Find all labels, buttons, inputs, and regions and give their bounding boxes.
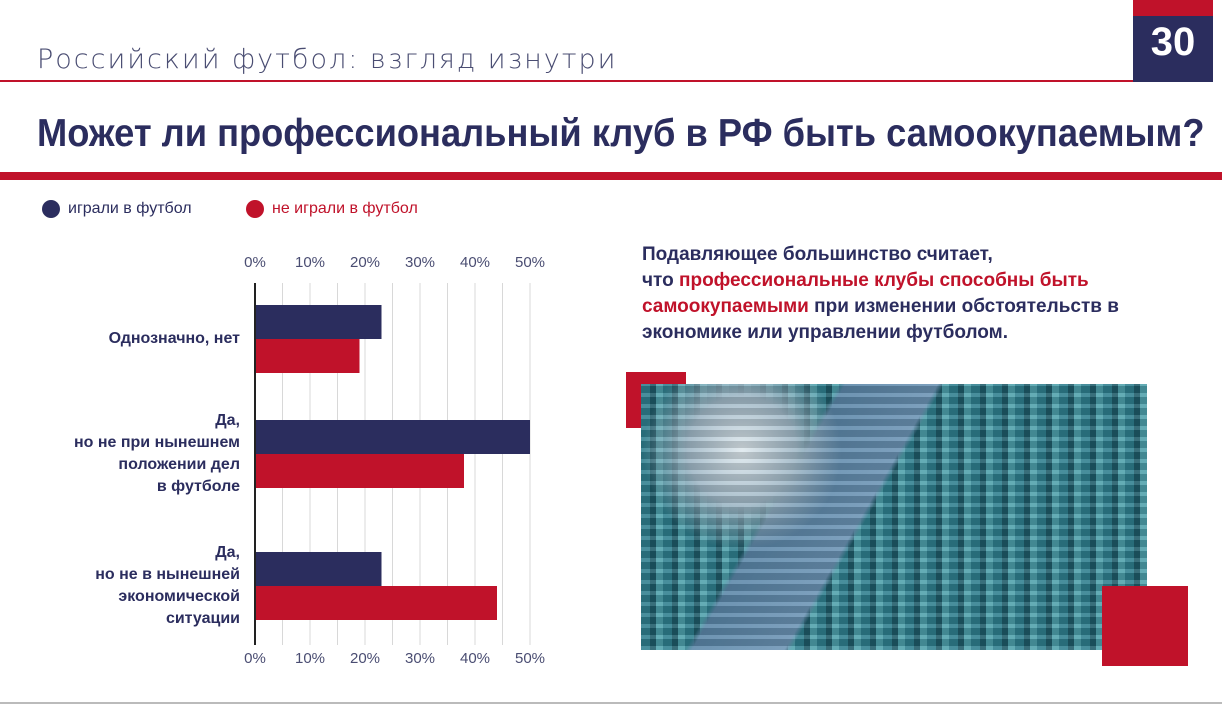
- summary-line1: Подавляющее большинство считает,: [642, 244, 993, 265]
- summary-part3: при изменении обстоятельств в экономике …: [642, 296, 1119, 343]
- page-number-box: 30: [1133, 0, 1213, 82]
- legend-dot-navy-icon: [42, 200, 60, 218]
- x-tick-label-bottom: 40%: [460, 650, 490, 667]
- bar-played: [255, 420, 530, 454]
- title-divider: [0, 172, 1222, 180]
- bar-not-played: [255, 339, 360, 373]
- legend-item-not-played: не играли в футбол: [246, 200, 418, 218]
- bar-chart: 0% 0% 10% 10% 20% 20% 30% 30% 40% 40% 50% 50%: [244, 254, 545, 667]
- category-label-line: в футболе: [156, 478, 240, 495]
- x-tick-label-bottom: 50%: [515, 650, 545, 667]
- page-number-accent: [1133, 0, 1213, 16]
- legend-label: не играли в футбол: [272, 200, 418, 217]
- category-label: Да, но не в нынешней экономической ситуации: [95, 542, 240, 630]
- decor-square: [1102, 586, 1188, 666]
- footer-divider: [0, 702, 1222, 704]
- summary-highlight: профессиональные клубы способны быть сам…: [642, 270, 1089, 317]
- category-label-line: Да,: [215, 544, 240, 561]
- summary-text: Подавляющее большинство считает, что про…: [642, 242, 1212, 346]
- x-tick-label-top: 40%: [460, 254, 490, 271]
- header-divider: [0, 80, 1133, 82]
- bar-not-played: [255, 454, 464, 488]
- category-label-line: но не при нынешнем: [73, 434, 240, 451]
- category-label: Однозначно, нет: [109, 328, 240, 350]
- x-tick-label-top: 0%: [244, 254, 266, 271]
- x-tick-label-top: 50%: [515, 254, 545, 271]
- bar-played: [255, 305, 382, 339]
- x-tick-label-bottom: 30%: [405, 650, 435, 667]
- category-label-line: но не в нынешней: [95, 566, 240, 583]
- x-tick-label-top: 30%: [405, 254, 435, 271]
- page-number: 30: [1150, 20, 1196, 64]
- category-label-line: ситуации: [165, 610, 240, 627]
- slide-title: Может ли профессиональный клуб в РФ быть…: [37, 112, 1205, 155]
- legend-dot-red-icon: [246, 200, 264, 218]
- bar-played: [255, 552, 382, 586]
- fans-photo: [641, 384, 1147, 650]
- category-label-line: положении дел: [118, 456, 240, 473]
- x-tick-label-top: 10%: [295, 254, 325, 271]
- bar-not-played: [255, 586, 497, 620]
- x-tick-label-bottom: 20%: [350, 650, 380, 667]
- x-tick-label-top: 20%: [350, 254, 380, 271]
- x-tick-label-bottom: 10%: [295, 650, 325, 667]
- category-label: Да, но не при нынешнем положении дел в футб…: [74, 410, 240, 498]
- legend-item-played: играли в футбол: [42, 200, 192, 218]
- category-label-line: Да,: [215, 412, 240, 429]
- category-label-line: экономической: [118, 588, 240, 605]
- presentation-subtitle: Российский футбол: взгляд изнутри: [37, 44, 618, 75]
- category-label-line: Однозначно, нет: [108, 330, 240, 347]
- x-tick-label-bottom: 0%: [244, 650, 266, 667]
- summary-part2: что: [642, 270, 679, 291]
- legend-label: играли в футбол: [68, 200, 192, 217]
